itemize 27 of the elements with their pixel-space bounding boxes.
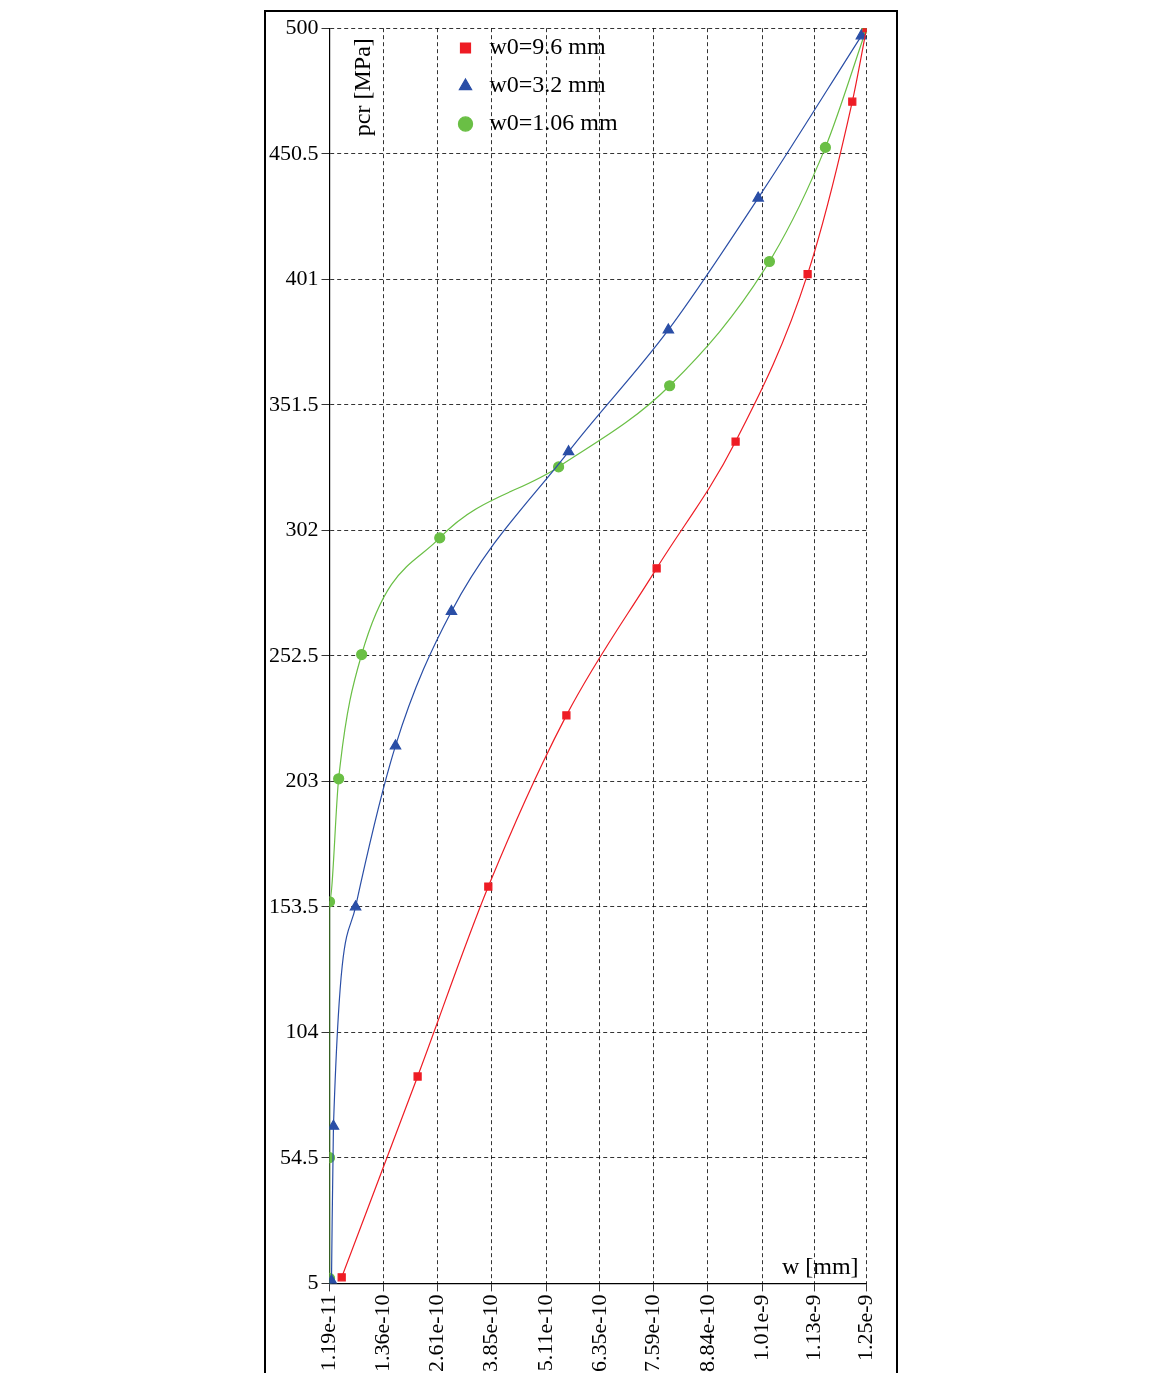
x-tick-label: 5.11e-10 bbox=[531, 1294, 557, 1372]
x-tick-label: 6.35e-10 bbox=[585, 1294, 611, 1372]
legend-label: w0=9.6 mm bbox=[489, 33, 607, 60]
x-axis-title: w [mm] bbox=[781, 1252, 859, 1279]
x-tick-label: 2.61e-10 bbox=[423, 1294, 449, 1372]
y-tick-label: 54.5 bbox=[280, 1143, 319, 1169]
y-tick-label: 5 bbox=[307, 1269, 319, 1295]
x-tick-label: 1.19e-11 bbox=[315, 1294, 341, 1372]
legend-label: w0=3.2 mm bbox=[489, 71, 607, 98]
x-tick-label: 8.84e-10 bbox=[693, 1294, 719, 1372]
y-tick-label: 203 bbox=[285, 767, 319, 793]
x-tick-label: 1.13e-9 bbox=[800, 1294, 826, 1361]
x-tick-label: 1.01e-9 bbox=[748, 1294, 774, 1361]
y-tick-label: 500 bbox=[285, 13, 319, 39]
y-axis-title: pcr [MPa] bbox=[348, 38, 375, 137]
legend-label: w0=1.06 mm bbox=[489, 109, 619, 136]
x-tick-label: 7.59e-10 bbox=[639, 1294, 665, 1372]
y-tick-label: 153.5 bbox=[269, 892, 319, 918]
y-tick-label: 302 bbox=[285, 516, 319, 542]
x-tick-label: 1.25e-9 bbox=[852, 1294, 878, 1361]
x-tick-label: 1.36e-10 bbox=[369, 1294, 395, 1372]
x-tick-label: 3.85e-10 bbox=[477, 1294, 503, 1372]
y-tick-label: 450.5 bbox=[269, 139, 319, 165]
y-tick-label: 351.5 bbox=[269, 390, 319, 416]
y-tick-label: 104 bbox=[285, 1018, 319, 1044]
y-tick-label: 401 bbox=[285, 265, 319, 291]
y-tick-label: 252.5 bbox=[269, 641, 319, 667]
